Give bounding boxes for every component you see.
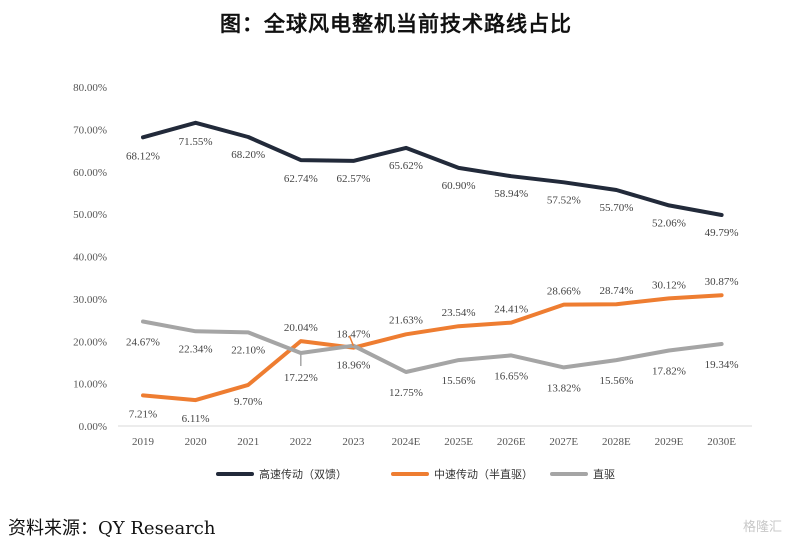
data-label: 30.12% xyxy=(652,279,686,291)
data-label: 23.54% xyxy=(442,307,476,319)
data-label: 30.87% xyxy=(705,276,739,288)
legend: 高速传动（双馈） 中速传动（半直驱） 直驱 xyxy=(216,467,615,481)
y-tick-label: 30.00% xyxy=(73,294,107,306)
chart-title: 图：全球风电整机当前技术路线占比 xyxy=(220,12,572,36)
data-label: 68.20% xyxy=(231,149,265,161)
data-label: 55.70% xyxy=(599,202,633,214)
data-label: 18.47% xyxy=(336,329,370,341)
data-label: 20.04% xyxy=(284,322,318,334)
series-lines xyxy=(141,120,724,403)
watermark-logo: 格隆汇 xyxy=(742,520,782,535)
x-tick-label: 2022 xyxy=(290,436,312,448)
y-tick-label: 10.00% xyxy=(73,379,107,391)
data-label: 22.10% xyxy=(231,344,265,356)
x-tick-label: 2028E xyxy=(602,436,631,448)
series-line-3 xyxy=(141,319,724,374)
x-tick-label: 2024E xyxy=(392,436,421,448)
data-label: 24.41% xyxy=(494,304,528,316)
data-label: 58.94% xyxy=(494,188,528,200)
data-label: 21.63% xyxy=(389,314,423,326)
data-label: 60.90% xyxy=(442,180,476,192)
y-tick-label: 60.00% xyxy=(73,167,107,179)
data-label: 7.21% xyxy=(129,408,157,420)
y-tick-label: 70.00% xyxy=(73,124,107,136)
legend-label: 中速传动（半直驱） xyxy=(434,467,533,481)
x-tick-label: 2020 xyxy=(185,436,208,448)
data-label: 71.55% xyxy=(179,136,213,148)
data-label: 18.96% xyxy=(336,360,370,372)
data-label: 52.06% xyxy=(652,217,686,229)
data-label: 57.52% xyxy=(547,194,581,206)
data-label: 19.34% xyxy=(705,359,739,371)
data-label: 15.56% xyxy=(599,375,633,387)
x-tick-label: 2030E xyxy=(707,436,736,448)
data-label: 24.67% xyxy=(126,336,160,348)
x-tick-label: 2026E xyxy=(497,436,526,448)
x-tick-label: 2029E xyxy=(655,436,684,448)
data-label: 16.65% xyxy=(494,370,528,382)
data-labels: 68.12% 71.55% 68.20% 62.74% 62.57% 65.62% 60.9… xyxy=(126,136,739,425)
data-label: 49.79% xyxy=(705,227,739,239)
y-tick-label: 0.00% xyxy=(79,421,107,433)
data-label: 9.70% xyxy=(234,396,262,408)
data-label: 6.11% xyxy=(182,413,210,425)
data-label: 28.74% xyxy=(599,285,633,297)
data-label: 68.12% xyxy=(126,150,160,162)
series-line-2 xyxy=(141,293,724,403)
legend-label: 直驱 xyxy=(593,467,615,481)
x-tick-label: 2019 xyxy=(132,436,155,448)
legend-label: 高速传动（双馈） xyxy=(259,467,347,481)
x-tick-label: 2025E xyxy=(444,436,473,448)
data-label: 13.82% xyxy=(547,382,581,394)
x-axis: 2019 2020 2021 2022 2023 2024E 2025E 2026E 2027E… xyxy=(118,425,752,448)
x-tick-label: 2023 xyxy=(342,436,365,448)
source-note: 资料来源：QY Research xyxy=(8,518,216,539)
y-tick-label: 50.00% xyxy=(73,209,107,221)
data-label: 62.74% xyxy=(284,173,318,185)
data-label: 22.34% xyxy=(179,343,213,355)
data-label: 17.22% xyxy=(284,372,318,384)
x-tick-label: 2027E xyxy=(549,436,578,448)
y-tick-label: 80.00% xyxy=(73,82,107,94)
y-tick-label: 20.00% xyxy=(73,336,107,348)
data-label: 65.62% xyxy=(389,160,423,172)
series-line-1 xyxy=(141,120,724,217)
y-axis: 0.00% 10.00% 20.00% 30.00% 40.00% 50.00% 60.00… xyxy=(73,82,107,433)
data-label: 15.56% xyxy=(442,375,476,387)
y-tick-label: 40.00% xyxy=(73,252,107,264)
data-label: 12.75% xyxy=(389,387,423,399)
data-label: 62.57% xyxy=(336,173,370,185)
x-tick-label: 2021 xyxy=(237,436,259,448)
data-label: 28.66% xyxy=(547,286,581,298)
data-label: 17.82% xyxy=(652,365,686,377)
leader-line xyxy=(348,335,355,347)
